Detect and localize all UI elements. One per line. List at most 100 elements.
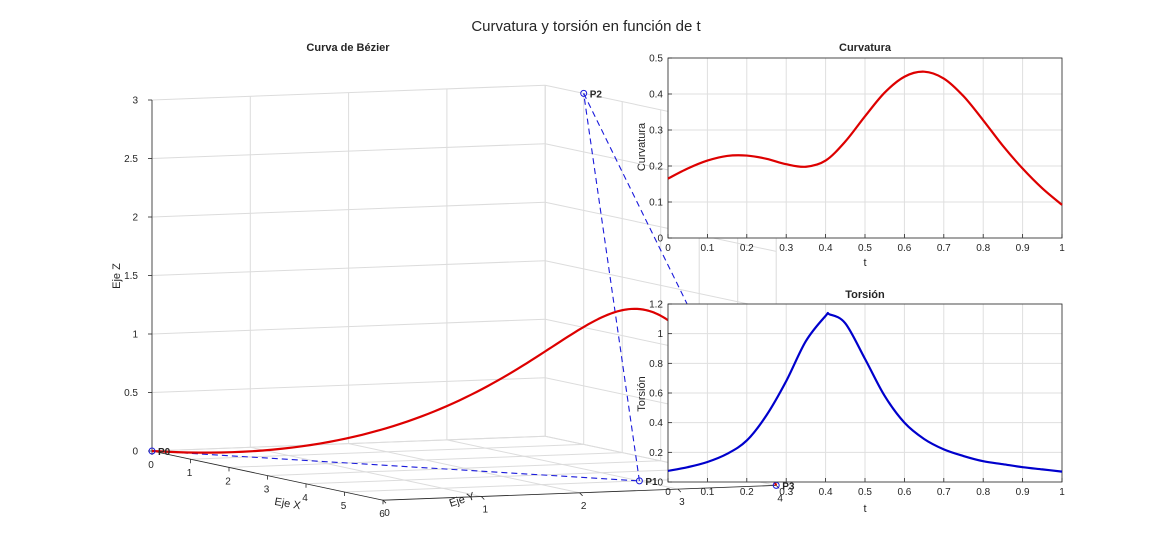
- bezier-3d-ztick-label: 1.5: [124, 271, 138, 282]
- curvatura-xlabel: t: [863, 257, 866, 269]
- torsion-axes: Torsión 0 0.1 0.2 0.3 0.4 0.5 0.6 0.7 0.8 0.9 1 0 0.…: [636, 289, 1065, 515]
- bezier-3d-ztick-label: 2.5: [124, 154, 138, 165]
- bezier-3d-xtick-label: 0: [148, 460, 154, 471]
- tors-xtick-label: 0.9: [1016, 487, 1030, 498]
- bezier-3d-xtick-label: 5: [341, 501, 347, 512]
- bezier-3d-ytick-mark: [382, 499, 387, 504]
- curv-xtick-label: 0.6: [897, 243, 911, 254]
- bezier-3d-wall-grid-z: [151, 143, 546, 159]
- torsion-ylabel: Torsión: [636, 376, 648, 411]
- curvatura-gridlines: [667, 57, 1063, 239]
- tors-xtick-label: 0.2: [740, 487, 754, 498]
- tors-ytick-label: 0.8: [649, 359, 663, 370]
- bezier-3d-ztick-label: 0: [132, 447, 138, 458]
- curv-xtick-label: 0.8: [976, 243, 990, 254]
- bezier-3d-ytick-label: 4: [777, 493, 783, 504]
- tors-ytick-label: 1.2: [649, 300, 663, 311]
- figure-suptitle: Curvatura y torsión en función de t: [471, 18, 701, 35]
- curv-xtick-label: 0.5: [858, 243, 872, 254]
- bezier-3d-title: Curva de Bézier: [306, 42, 390, 54]
- bezier-3d-xlabel: Eje X: [274, 496, 303, 512]
- bezier-3d-xtick-label: 6: [379, 509, 385, 520]
- tors-xtick-label: 0.4: [819, 487, 833, 498]
- bezier-3d-wall-grid-z: [151, 201, 546, 218]
- control-point-marker: [580, 89, 588, 97]
- tors-xtick-label: 0.1: [700, 487, 714, 498]
- curv-xtick-label: 0: [665, 243, 671, 254]
- curvatura-tick-labels: 0 0.1 0.2 0.3 0.4 0.5 0.6 0.7 0.8 0.9 1 0 0.1 0.2 0.3 0…: [649, 54, 1065, 255]
- bezier-3d-ytick-mark: [775, 485, 780, 489]
- torsion-gridlines: [667, 303, 1063, 483]
- tors-ytick-label: 0: [657, 478, 663, 489]
- tors-xtick-label: 0.8: [976, 487, 990, 498]
- tors-ytick-label: 0.4: [649, 418, 663, 429]
- bezier-3d-ztick-label: 1: [132, 330, 138, 341]
- control-point-label: P1: [645, 477, 658, 488]
- control-point-label: P0: [158, 447, 171, 458]
- curv-xtick-label: 0.3: [779, 243, 793, 254]
- bezier-3d-ylabel: Eje Y: [448, 490, 477, 510]
- tors-ytick-label: 0.2: [649, 448, 663, 459]
- control-point-label: P2: [590, 89, 603, 100]
- torsion-title: Torsión: [845, 289, 885, 301]
- control-point-marker: [148, 447, 156, 455]
- bezier-3d-xtick-label: 4: [302, 493, 308, 504]
- bezier-3d-ytick-label: 1: [483, 505, 489, 516]
- curv-axes-box: [667, 57, 1063, 239]
- curv-xtick-label: 0.2: [740, 243, 754, 254]
- bezier-3d-zlabel: Eje Z: [111, 263, 123, 289]
- control-polygon-segment: [151, 450, 640, 482]
- bezier-3d-ztick-label: 2: [132, 213, 138, 224]
- bezier-3d-ytick-mark: [481, 496, 485, 500]
- curv-series-line: [667, 70, 1063, 206]
- curv-ytick-label: 0.4: [649, 90, 663, 101]
- curv-ytick-label: 0.2: [649, 162, 663, 173]
- tors-series-line: [667, 311, 1063, 473]
- bezier-3d-ytick-mark: [579, 492, 583, 497]
- curv-ytick-label: 0.1: [649, 198, 663, 209]
- bezier-3d-wall-grid-z: [151, 435, 546, 452]
- tors-xtick-label: 1: [1059, 487, 1065, 498]
- bezier-3d-floor-grid-y: [446, 439, 679, 490]
- tors-axes-box: [667, 303, 1063, 483]
- tors-xtick-label: 0: [665, 487, 671, 498]
- curvatura-axes: Curvatura 0 0.1 0.2 0.3 0.4 0.5 0.6 0.7 0.8 0.9 10…: [636, 42, 1065, 269]
- curvatura-ylabel: Curvatura: [636, 122, 648, 171]
- torsion-tick-labels: 0 0.1 0.2 0.3 0.4 0.5 0.6 0.7 0.8 0.9 1 0 0.2 0.4 0.6 0…: [649, 300, 1065, 499]
- curv-xtick-label: 0.1: [700, 243, 714, 254]
- curv-xtick-label: 0.7: [937, 243, 951, 254]
- bezier-3d-ztick-label: 3: [132, 96, 138, 107]
- control-polygon-segment: [583, 93, 640, 481]
- bezier-3d-wall-grid-z: [151, 260, 546, 276]
- curv-xtick-label: 1: [1059, 243, 1065, 254]
- bezier-3d-ytick-mark: [677, 488, 682, 493]
- bezier-3d-wall-grid-z: [151, 318, 546, 335]
- bezier-3d-wall2-grid-z: [545, 201, 777, 252]
- bezier-3d-xtick-label: 1: [187, 468, 193, 479]
- bezier-3d-ytick-label: 3: [679, 497, 685, 508]
- curv-ytick-label: 0.5: [649, 54, 663, 65]
- curv-xtick-label: 0.4: [819, 243, 833, 254]
- torsion-data: [667, 311, 1063, 473]
- tors-ytick-label: 1: [657, 329, 663, 340]
- curv-xtick-label: 0.9: [1016, 243, 1030, 254]
- bezier-3d-xtick-label: 2: [225, 476, 231, 487]
- bezier-3d-wall-grid-z: [151, 84, 546, 101]
- bezier-3d-wall-grid-z: [151, 377, 546, 393]
- torsion-xlabel: t: [863, 503, 866, 515]
- bezier-3d-floor-grid-y: [348, 443, 580, 494]
- tors-xtick-label: 0.6: [897, 487, 911, 498]
- curvatura-data: [667, 70, 1063, 206]
- bezier-3d-wall2-grid-z: [545, 260, 777, 311]
- control-point-marker: [635, 477, 643, 485]
- tors-xtick-label: 0.5: [858, 487, 872, 498]
- curvatura-title: Curvatura: [839, 42, 892, 54]
- tors-xtick-label: 0.3: [779, 487, 793, 498]
- curv-ytick-label: 0.3: [649, 126, 663, 137]
- curv-ytick-label: 0: [657, 234, 663, 245]
- control-point-label: P3: [782, 481, 795, 492]
- bezier-3d-ytick-label: 0: [384, 508, 390, 519]
- bezier-3d-ztick-label: 0.5: [124, 388, 138, 399]
